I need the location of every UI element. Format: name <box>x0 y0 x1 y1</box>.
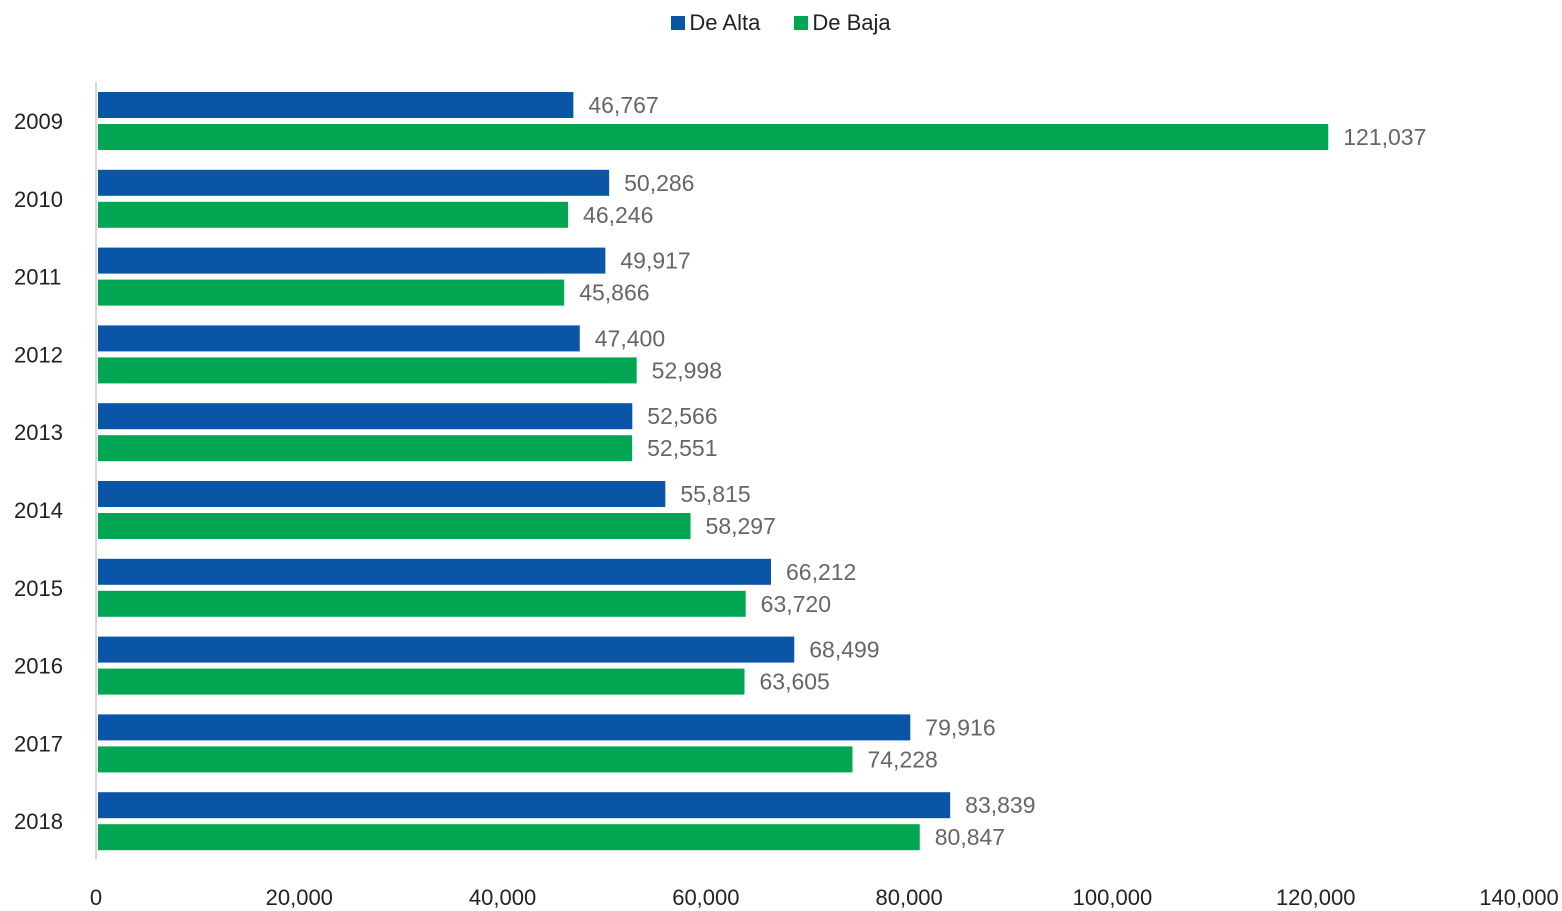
data-label-de-alta: 66,212 <box>786 559 856 585</box>
y-tick-label: 2013 <box>14 420 63 445</box>
x-tick-label: 140,000 <box>1479 885 1559 910</box>
y-tick-label: 2018 <box>14 809 63 834</box>
y-tick-label: 2016 <box>14 654 63 679</box>
bar-de-alta <box>98 403 633 430</box>
data-label-de-baja: 46,246 <box>583 202 653 228</box>
x-tick-label: 20,000 <box>266 885 333 910</box>
legend-label-de-baja: De Baja <box>812 10 891 35</box>
x-tick-label: 40,000 <box>469 885 536 910</box>
y-tick-label: 2017 <box>14 731 63 756</box>
bar-de-baja <box>98 279 565 306</box>
y-tick-label: 2009 <box>14 109 63 134</box>
bar-de-baja <box>98 435 633 462</box>
legend-label-de-alta: De Alta <box>689 10 761 35</box>
x-tick-label: 60,000 <box>672 885 739 910</box>
bar-de-alta <box>98 558 771 585</box>
x-tick-label: 100,000 <box>1073 885 1153 910</box>
data-label-de-alta: 49,917 <box>620 248 690 274</box>
data-label-de-alta: 52,566 <box>647 403 717 429</box>
legend-item-de-alta: De Alta <box>671 10 760 36</box>
bar-de-alta <box>98 92 574 118</box>
data-label-de-alta: 50,286 <box>624 170 694 196</box>
data-label-de-baja: 63,720 <box>761 591 831 617</box>
bar-de-alta <box>98 636 795 663</box>
bar-de-baja <box>98 357 637 384</box>
data-label-de-baja: 45,866 <box>579 280 649 306</box>
y-tick-label: 2015 <box>14 576 63 601</box>
data-label-de-alta: 83,839 <box>965 792 1035 818</box>
bar-de-baja <box>98 124 1329 150</box>
data-label-de-alta: 46,767 <box>588 92 658 118</box>
x-tick-label: 80,000 <box>875 885 942 910</box>
bar-de-baja <box>98 201 569 228</box>
x-tick-label: 0 <box>90 885 102 910</box>
bar-de-alta <box>98 247 606 274</box>
data-label-de-baja: 74,228 <box>867 746 937 772</box>
bar-de-baja <box>98 746 853 773</box>
y-tick-label: 2012 <box>14 342 63 367</box>
data-label-de-alta: 79,916 <box>925 714 995 740</box>
y-tick-label: 2010 <box>14 187 63 212</box>
x-tick-label: 120,000 <box>1276 885 1356 910</box>
data-label-de-baja: 52,998 <box>652 357 722 383</box>
legend-item-de-baja: De Baja <box>794 10 891 36</box>
bar-de-baja <box>98 668 745 695</box>
y-tick-label: 2014 <box>14 498 63 523</box>
data-label-de-baja: 80,847 <box>935 824 1005 850</box>
data-label-de-baja: 52,551 <box>647 435 717 461</box>
bar-de-alta <box>98 792 951 819</box>
chart-legend: De Alta De Baja <box>0 10 1562 36</box>
data-label-de-alta: 47,400 <box>595 325 665 351</box>
bar-de-baja <box>98 824 920 851</box>
y-tick-label: 2011 <box>14 265 61 290</box>
data-label-de-baja: 121,037 <box>1343 124 1426 150</box>
bar-de-alta <box>98 325 580 352</box>
legend-swatch-de-baja <box>794 16 809 30</box>
bar-de-alta <box>98 714 911 741</box>
legend-swatch-de-alta <box>671 16 686 30</box>
bar-de-alta <box>98 169 610 196</box>
bar-de-baja <box>98 590 746 617</box>
data-label-de-alta: 55,815 <box>680 481 750 507</box>
data-label-de-baja: 58,297 <box>706 513 776 539</box>
data-label-de-baja: 63,605 <box>759 669 829 695</box>
data-label-de-alta: 68,499 <box>809 637 879 663</box>
bar-de-baja <box>98 513 691 539</box>
bar-de-alta <box>98 481 666 507</box>
